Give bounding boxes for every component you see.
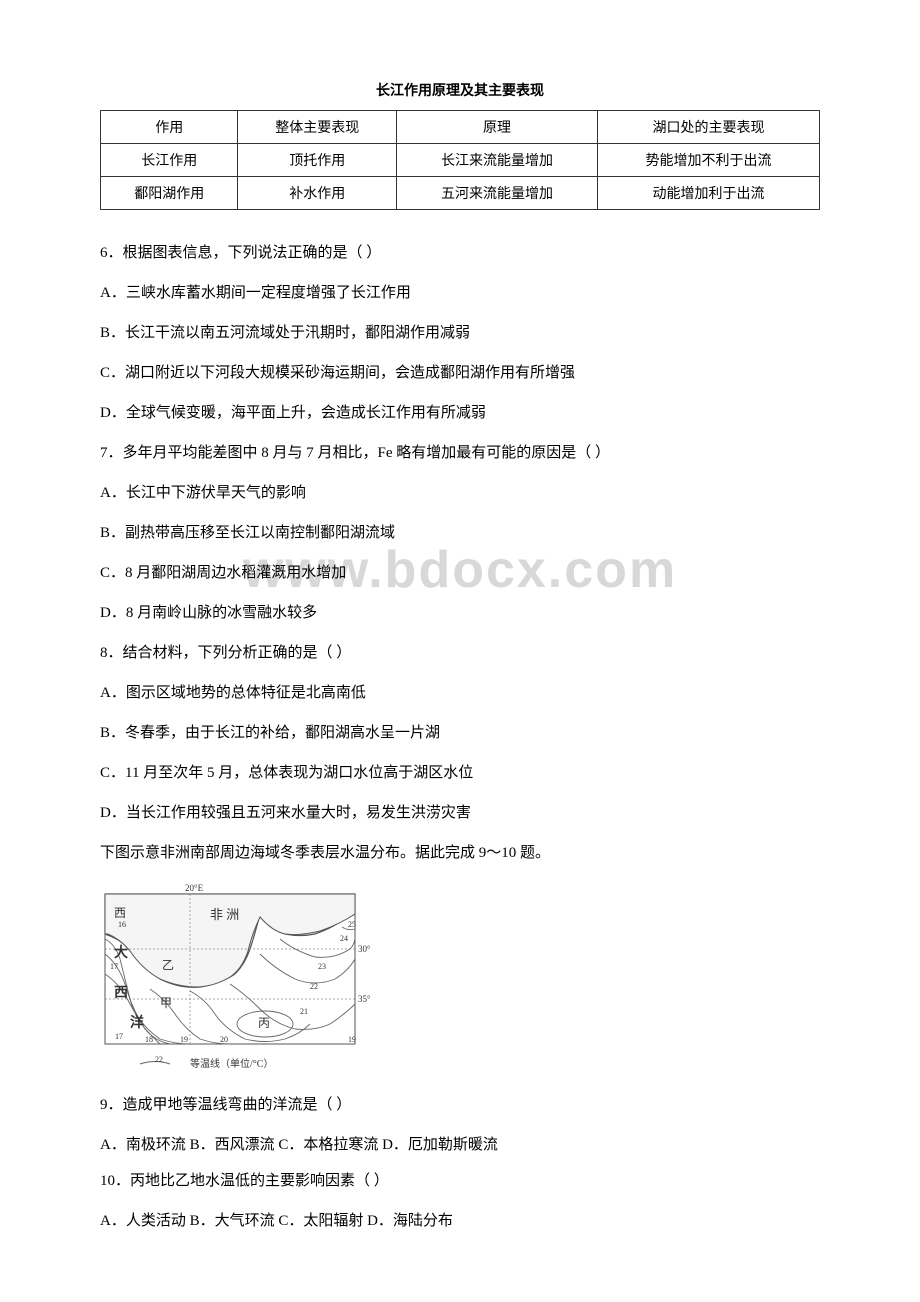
q7-option-d: D．8 月南岭山脉的冰雪融水较多 [100,595,820,631]
ocean-xi2: 西 [114,985,128,1001]
ocean-yang: 洋 [130,1014,144,1031]
bing-label: 丙 [258,1016,270,1030]
td: 五河来流能量增加 [397,177,598,210]
intro-9-10: 下图示意非洲南部周边海域冬季表层水温分布。据此完成 9～10 题。 [100,835,820,871]
ocean-da: 大 [114,944,128,961]
td: 补水作用 [238,177,397,210]
lon-label: 20°E [185,883,204,893]
yi-label: 乙 [162,958,174,972]
q10-options: A．人类活动 B．大气环流 C．太阳辐射 D．海陆分布 [100,1203,820,1239]
q6-option-b: B．长江干流以南五河流域处于汛期时，鄱阳湖作用减弱 [100,315,820,351]
q8-stem: 8．结合材料，下列分析正确的是（ ） [100,635,820,671]
th-0: 作用 [101,111,238,144]
ocean-xi: 西 [114,906,126,920]
iso-19b: 19 [348,1035,356,1044]
continent-label: 非 洲 [210,907,239,922]
table-header-row: 作用 整体主要表现 原理 湖口处的主要表现 [101,111,820,144]
q7-option-a: A．长江中下游伏旱天气的影响 [100,475,820,511]
td: 长江作用 [101,144,238,177]
th-3: 湖口处的主要表现 [597,111,819,144]
iso-18: 18 [145,1035,153,1044]
td: 势能增加不利于出流 [597,144,819,177]
lat35-label: 35°S [358,994,370,1004]
iso-22: 22 [310,982,318,991]
q6-stem: 6．根据图表信息，下列说法正确的是（ ） [100,235,820,271]
q7-option-b: B．副热带高压移至长江以南控制鄱阳湖流域 [100,515,820,551]
q7-option-c: C．8 月鄱阳湖周边水稻灌溉用水增加 [100,555,820,591]
q10-stem: 10．丙地比乙地水温低的主要影响因素（ ） [100,1163,820,1199]
td: 鄱阳湖作用 [101,177,238,210]
legend-sample: 22 [155,1055,163,1064]
q9-options: A．南极环流 B．西风漂流 C．本格拉寒流 D．厄加勒斯暖流 [100,1127,820,1163]
th-2: 原理 [397,111,598,144]
q9-stem: 9．造成甲地等温线弯曲的洋流是（ ） [100,1087,820,1123]
table-row: 鄱阳湖作用 补水作用 五河来流能量增加 动能增加利于出流 [101,177,820,210]
q6-option-a: A．三峡水库蓄水期间一定程度增强了长江作用 [100,275,820,311]
iso-17: 17 [110,962,118,971]
lat30-label: 30°S [358,944,370,954]
q7-stem: 7．多年月平均能差图中 8 月与 7 月相比，Fe 略有增加最有可能的原因是（ … [100,435,820,471]
q8-option-c: C．11 月至次年 5 月，总体表现为湖口水位高于湖区水位 [100,755,820,791]
th-1: 整体主要表现 [238,111,397,144]
td: 顶托作用 [238,144,397,177]
table-row: 长江作用 顶托作用 长江来流能量增加 势能增加不利于出流 [101,144,820,177]
q6-option-c: C．湖口附近以下河段大规模采砂海运期间，会造成鄱阳湖作用有所增强 [100,355,820,391]
table-title: 长江作用原理及其主要表现 [100,80,820,100]
iso-16: 16 [118,920,126,929]
iso-25: 25 [348,920,356,929]
iso-19: 19 [180,1035,188,1044]
td: 长江来流能量增加 [397,144,598,177]
map-figure: 16 17 17 18 19 20 21 22 23 24 25 19 20°E… [100,879,820,1079]
iso-20: 20 [220,1035,228,1044]
td: 动能增加利于出流 [597,177,819,210]
q8-option-b: B．冬春季，由于长江的补给，鄱阳湖高水呈一片湖 [100,715,820,751]
q8-option-d: D．当长江作用较强且五河来水量大时，易发生洪涝灾害 [100,795,820,831]
legend-text: 等温线（单位/°C） [190,1057,273,1070]
iso-17b: 17 [115,1032,123,1041]
jia-label: 甲 [160,996,172,1010]
iso-21: 21 [300,1007,308,1016]
iso-24: 24 [340,934,348,943]
q6-option-d: D．全球气候变暖，海平面上升，会造成长江作用有所减弱 [100,395,820,431]
iso-23: 23 [318,962,326,971]
q8-option-a: A．图示区域地势的总体特征是北高南低 [100,675,820,711]
principle-table: 作用 整体主要表现 原理 湖口处的主要表现 长江作用 顶托作用 长江来流能量增加… [100,110,820,210]
